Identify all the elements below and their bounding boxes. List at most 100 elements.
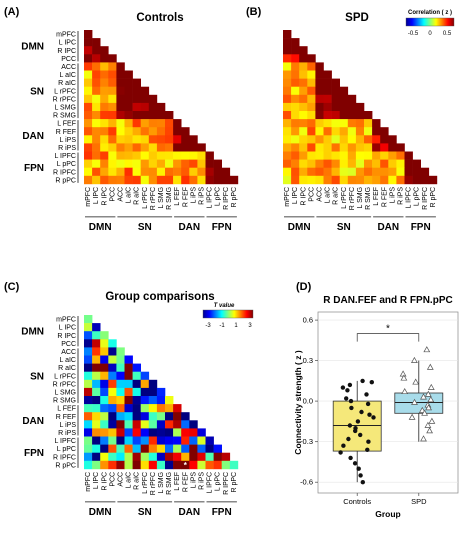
heatmap-cell: [148, 94, 158, 104]
heatmap-cell: [173, 119, 182, 128]
heatmap-cell: [283, 86, 292, 96]
colorbar-t-tick: -3: [205, 323, 211, 329]
heatmap-cell: [124, 111, 133, 120]
heatmap-cell: [156, 151, 166, 160]
heatmap-cell: [92, 396, 101, 405]
heatmap-cell: [84, 46, 93, 55]
heatmap-cell: [100, 86, 109, 96]
heatmap-cell: [323, 151, 332, 160]
heatmap-cell: [100, 412, 109, 421]
heatmap-cell: [92, 46, 101, 55]
row-label: R iPS: [58, 145, 76, 152]
heatmap-cell: [140, 119, 150, 128]
column-label: R IPC: [101, 187, 108, 206]
column-label: R FEF: [182, 187, 189, 207]
column-label: L SMG: [158, 187, 165, 209]
row-label: L SMG: [54, 105, 76, 112]
heatmap-cell: [339, 119, 349, 128]
heatmap-cell: [92, 70, 101, 79]
heatmap-cell: [108, 412, 117, 421]
heatmap-cell: [347, 159, 357, 168]
heatmap-cell: [323, 127, 332, 136]
heatmap-cell: [315, 159, 324, 168]
data-point-controls: [366, 439, 371, 444]
data-point-spd: [408, 413, 416, 420]
column-label: R SMG: [365, 187, 372, 210]
heatmap-cell: [173, 444, 182, 453]
heatmap-cell: [347, 102, 357, 112]
heatmap-cell: [92, 175, 101, 185]
heatmap-cell: [100, 339, 109, 348]
heatmap-cell: [132, 119, 141, 128]
heatmap-cell: [100, 355, 109, 364]
heatmap-cell: [148, 102, 158, 112]
column-label: L SMG: [357, 187, 364, 209]
heatmap-cell: [140, 94, 150, 104]
heatmap-cell: [148, 396, 158, 405]
heatmap-cell: [156, 102, 166, 112]
heatmap-cell: [132, 396, 141, 405]
heatmap-cell: [307, 62, 316, 71]
heatmap-cell: [84, 111, 93, 120]
heatmap-cell: [116, 355, 125, 364]
heatmap-cell: [108, 70, 117, 79]
column-label: L aIC: [325, 187, 332, 203]
heatmap-cell: [92, 363, 101, 372]
heatmap-cell: [283, 70, 292, 79]
heatmap-cell: [100, 102, 109, 112]
heatmap-cell: [92, 428, 101, 437]
heatmap-cell: [148, 143, 158, 152]
heatmap-cell: [132, 452, 141, 462]
heatmap-cell: [165, 452, 174, 462]
heatmap-cell: [189, 436, 198, 445]
heatmap-cell: [92, 339, 101, 348]
network-label: DAN: [22, 131, 44, 142]
heatmap-cell: [116, 151, 125, 160]
row-label: R aIC: [58, 80, 76, 87]
heatmap-cell: [108, 175, 117, 185]
column-label: R aIC: [333, 187, 340, 205]
heatmap-cell: [156, 420, 166, 429]
heatmap-cell: [100, 78, 109, 87]
heatmap-cell: [132, 175, 141, 185]
heatmap-cell: [124, 436, 133, 445]
row-label: R IPFC: [53, 454, 76, 461]
heatmap-cell: [116, 111, 125, 120]
data-point-spd: [426, 363, 434, 370]
heatmap-cell: [347, 167, 357, 177]
x-tick-label: SPD: [411, 497, 427, 506]
heatmap-cell: [124, 151, 133, 160]
heatmap-cell: [132, 460, 141, 470]
heatmap-cell: [307, 143, 316, 152]
column-label: PCC: [109, 472, 116, 487]
heatmap-cell: [331, 167, 340, 177]
heatmap-cell: [315, 78, 324, 87]
panel-a-letter: (A): [4, 6, 20, 18]
heatmap-cell: [92, 452, 101, 462]
heatmap-cell: [299, 62, 308, 71]
heatmap-cell: [339, 175, 349, 185]
heatmap-cell: [84, 78, 93, 87]
colorbar-t-title: T value: [214, 303, 235, 309]
heatmap-cell: [396, 151, 405, 160]
heatmap-cell: [100, 62, 109, 71]
heatmap-cell: [116, 86, 125, 96]
heatmap-cell: [291, 119, 300, 128]
heatmap-cell: [229, 460, 239, 470]
heatmap-cell: [132, 111, 141, 120]
row-label: mPFC: [56, 32, 76, 39]
heatmap-cell: [148, 167, 158, 177]
row-label: R SMG: [53, 113, 76, 120]
heatmap-cell: [291, 151, 300, 160]
heatmap-cell: [148, 404, 158, 413]
heatmap-cell: [291, 94, 300, 104]
data-point-spd: [421, 409, 428, 416]
row-label: R IPC: [57, 48, 76, 55]
heatmap-cell: [331, 175, 340, 185]
heatmap-cell: [396, 167, 405, 177]
heatmap-cell: [197, 167, 206, 177]
colorbar-tvalue: T value -3 -1 1 3: [202, 303, 254, 329]
heatmap-cell: [132, 436, 141, 445]
